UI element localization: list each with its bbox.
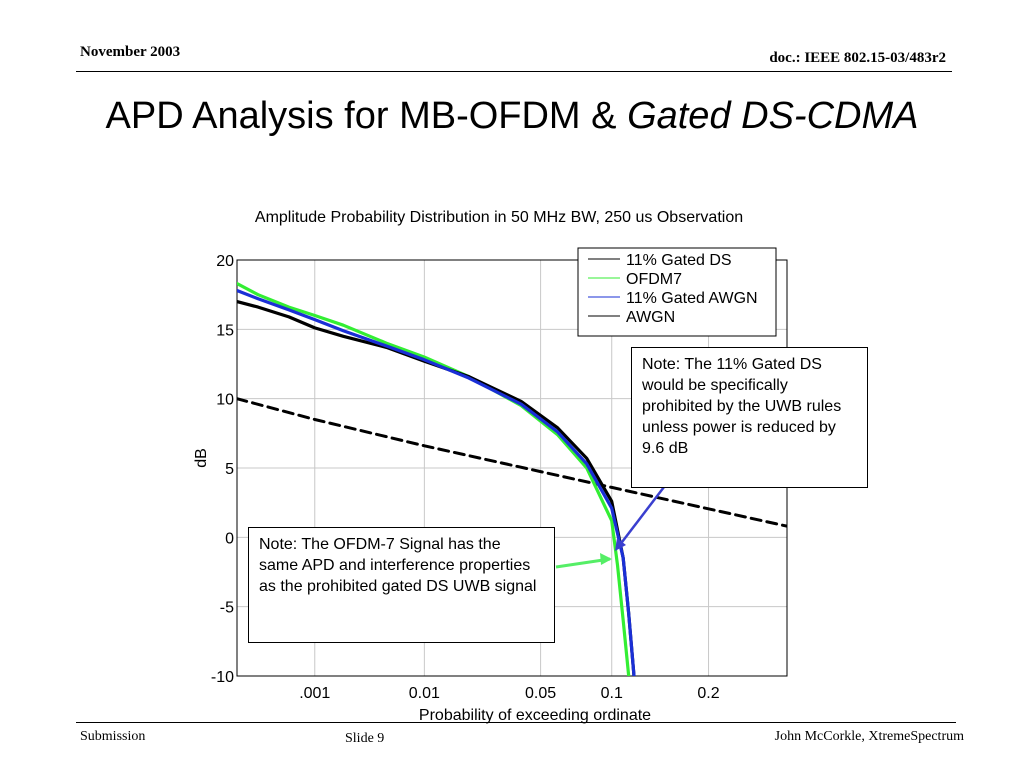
x-tick-label: 0.05 <box>525 685 556 702</box>
legend-entries: 11% Gated DS OFDM7 11% Gated AWGN AWGN <box>588 252 758 326</box>
legend: 11% Gated DS OFDM7 11% Gated AWGN AWGN <box>577 247 777 337</box>
slide-title-plain: APD Analysis for MB-OFDM & <box>105 95 628 137</box>
gated-note-arrow <box>618 486 665 547</box>
note-gated-ds: Note: The 11% Gated DS would be specific… <box>631 347 868 488</box>
x-axis-label: Probability of exceeding ordinate <box>419 707 651 724</box>
x-tick-label: 0.2 <box>697 685 719 702</box>
y-tick-label: 15 <box>216 322 234 339</box>
legend-box <box>577 247 777 337</box>
slide-title-italic: Gated DS-CDMA <box>627 95 919 137</box>
y-tick-labels: 20 15 10 5 0 -5 -10 <box>211 253 234 686</box>
footer-slide-number: Slide 9 <box>345 731 385 746</box>
header-date: November 2003 <box>80 44 181 60</box>
legend-label-0: 11% Gated DS <box>626 252 732 269</box>
legend-label-1: OFDM7 <box>626 271 682 288</box>
y-tick-label: -10 <box>211 669 234 686</box>
ofdm-note-arrowhead <box>600 553 612 565</box>
chart-title: Amplitude Probability Distribution in 50… <box>255 209 743 226</box>
footer-author: John McCorkle, XtremeSpectrum <box>774 729 964 744</box>
footer-submission: Submission <box>80 729 146 744</box>
x-tick-label: 0.1 <box>601 685 623 702</box>
y-tick-label: 5 <box>225 461 234 478</box>
series-line-3 <box>237 397 787 528</box>
legend-label-2: 11% Gated AWGN <box>626 290 758 307</box>
note-ofdm7: Note: The OFDM-7 Signal has the same APD… <box>248 527 555 643</box>
header-doc-id: doc.: IEEE 802.15-03/483r2 <box>769 50 946 66</box>
gated-note-arrowhead <box>615 538 626 551</box>
y-tick-label: 20 <box>216 253 234 270</box>
y-tick-label: -5 <box>220 600 234 617</box>
slide-title: APD Analysis for MB-OFDM & Gated DS-CDMA <box>0 95 1024 138</box>
y-tick-label: 0 <box>225 530 234 547</box>
x-tick-label: 0.01 <box>409 685 440 702</box>
x-tick-labels: .001 0.01 0.05 0.1 0.2 <box>299 685 720 702</box>
legend-label-3: AWGN <box>626 309 675 326</box>
footer-divider <box>76 722 956 723</box>
x-tick-label: .001 <box>299 685 330 702</box>
header-divider <box>76 71 952 72</box>
y-axis-label: dB <box>193 448 210 468</box>
y-tick-label: 10 <box>216 392 234 409</box>
